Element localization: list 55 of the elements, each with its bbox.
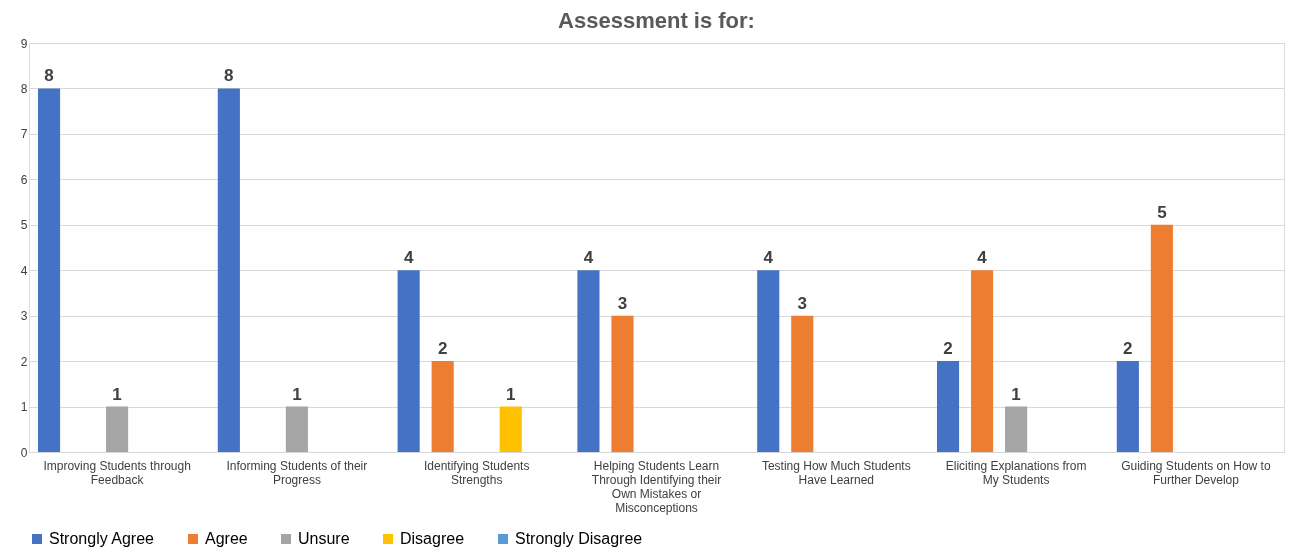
data-label: 2 <box>1123 339 1133 359</box>
data-label: 4 <box>583 248 594 268</box>
x-tick-label: Guiding Students on How to Further Develop <box>1121 458 1271 487</box>
y-tick-label: 3 <box>20 309 28 324</box>
bar <box>1116 361 1139 452</box>
x-tick-label: Informing Students of their Progress <box>226 458 368 487</box>
legend-label: Unsure <box>298 530 350 547</box>
legend-label: Strongly Disagree <box>515 530 643 547</box>
x-tick-label: Identifying Students Strengths <box>424 458 530 487</box>
bar <box>577 270 600 452</box>
y-tick-label: 7 <box>20 127 28 142</box>
bar <box>499 406 522 452</box>
x-tick-label: Helping Students Learn Through Identifying their Own Mistakes or Misconceptions <box>591 458 722 515</box>
data-label: 8 <box>224 66 234 86</box>
x-tick-label: Improving Students through Feedback <box>43 458 191 487</box>
data-label: 1 <box>1011 384 1021 404</box>
y-tick-label: 5 <box>20 218 28 233</box>
data-label: 1 <box>505 384 516 404</box>
data-label: 8 <box>44 66 54 86</box>
bar <box>791 315 814 452</box>
bar <box>1150 224 1173 452</box>
y-tick-label: 1 <box>20 400 28 415</box>
data-label: 4 <box>977 248 988 268</box>
y-tick-label: 6 <box>20 172 28 187</box>
bar <box>611 315 634 452</box>
y-tick-label: 2 <box>20 354 28 369</box>
legend-label: Disagree <box>400 530 465 547</box>
data-label: 1 <box>112 384 122 404</box>
bar <box>757 270 780 452</box>
y-tick-label: 4 <box>20 263 28 278</box>
bar <box>37 88 61 452</box>
y-tick-label: 9 <box>20 36 28 51</box>
x-tick-label: Eliciting Explanations from My Students <box>945 458 1087 487</box>
data-label: 3 <box>797 293 808 313</box>
legend-label: Strongly Agree <box>49 530 155 547</box>
data-label: 2 <box>437 339 448 359</box>
bar <box>431 361 454 452</box>
y-tick-label: 0 <box>20 445 28 460</box>
bar <box>106 406 129 452</box>
bar <box>397 270 420 452</box>
data-label: 4 <box>403 248 414 268</box>
data-label: 3 <box>617 293 628 313</box>
bar <box>1005 406 1028 452</box>
bar <box>971 270 994 452</box>
y-tick-label: 8 <box>20 81 28 96</box>
bar <box>936 361 960 452</box>
data-label: 5 <box>1157 202 1167 222</box>
x-tick-label: Testing How Much Students Have Learned <box>761 458 911 487</box>
data-label: 2 <box>943 339 953 359</box>
legend-label: Agree <box>205 530 248 547</box>
chart-title: Assessment is for: <box>558 8 755 33</box>
bar <box>285 406 308 452</box>
bar <box>217 88 240 452</box>
data-label: 1 <box>292 384 302 404</box>
data-label: 4 <box>763 248 774 268</box>
